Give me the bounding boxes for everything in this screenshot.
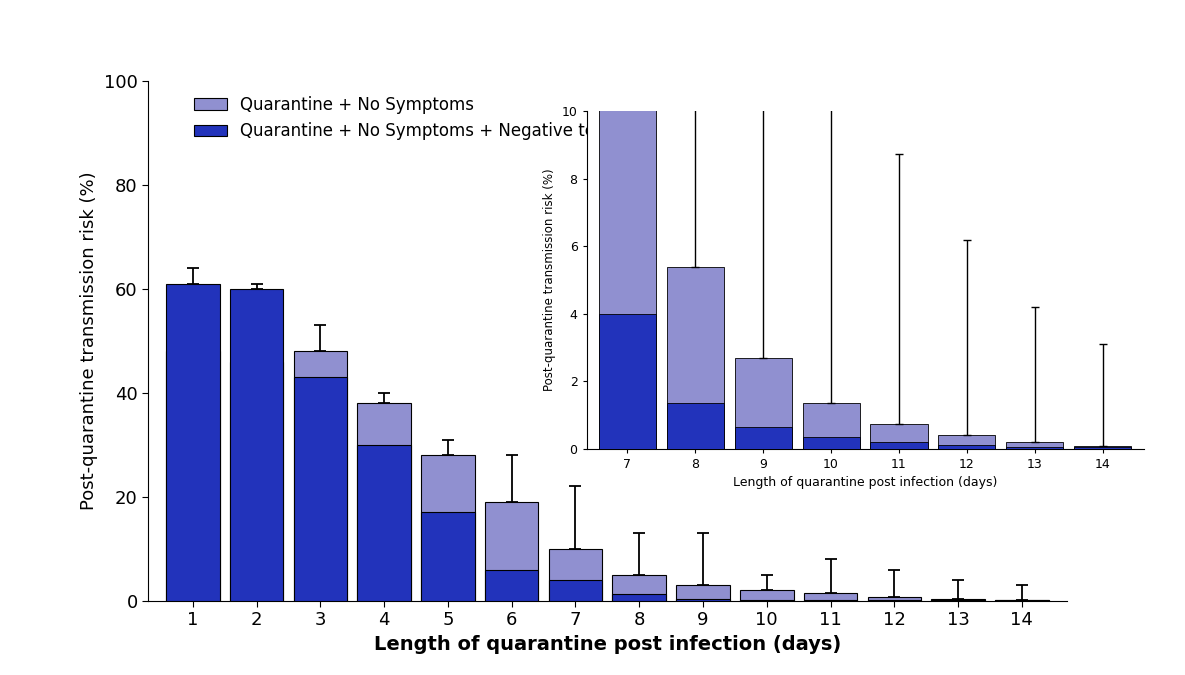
Bar [230,362,283,601]
Bar [598,95,655,449]
Bar [677,585,730,601]
X-axis label: Length of quarantine post infection (days): Length of quarantine post infection (day… [373,634,841,653]
Bar [166,351,219,601]
Bar [485,502,538,601]
Bar [939,435,995,449]
X-axis label: Length of quarantine post infection (days): Length of quarantine post infection (day… [732,477,998,489]
Bar [549,580,602,601]
Bar [230,289,283,601]
Bar [803,599,857,601]
Bar [995,599,1049,601]
Y-axis label: Post-quarantine transmission risk (%): Post-quarantine transmission risk (%) [543,169,556,392]
Bar [931,599,985,601]
Bar [802,404,859,449]
Bar [485,570,538,601]
Bar [358,445,411,601]
Bar [598,314,655,449]
Bar [871,442,928,449]
Bar [613,594,666,601]
Bar [677,599,730,601]
Bar [739,591,794,601]
Bar [871,424,928,449]
Y-axis label: Post-quarantine transmission risk (%): Post-quarantine transmission risk (%) [81,171,98,510]
Bar [166,284,219,601]
Bar [667,404,724,449]
Bar [867,597,921,601]
Legend: Quarantine + No Symptoms, Quarantine + No Symptoms + Negative test: Quarantine + No Symptoms, Quarantine + N… [187,89,617,147]
Bar [421,512,475,601]
Bar [549,549,602,601]
Bar [735,358,792,449]
Bar [294,377,347,601]
Bar [421,455,475,601]
Bar [1075,446,1132,449]
Bar [735,427,792,449]
Bar [803,593,857,601]
Bar [1006,447,1063,449]
Bar [802,437,859,449]
Bar [358,403,411,601]
Bar [667,267,724,449]
Bar [1006,442,1063,449]
Bar [1075,448,1132,449]
Bar [939,445,995,449]
Bar [739,599,794,601]
Bar [294,351,347,601]
Bar [613,575,666,601]
